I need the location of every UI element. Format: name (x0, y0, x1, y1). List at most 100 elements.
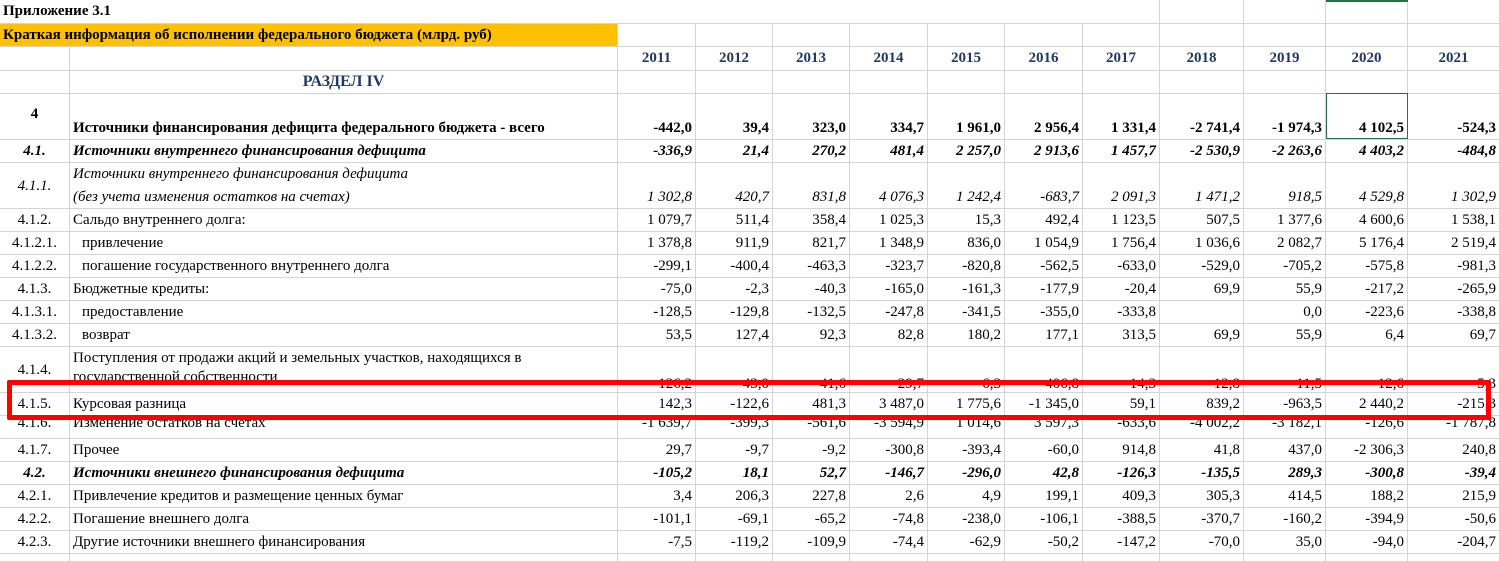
value-cell[interactable]: 3 597,3 (1005, 416, 1083, 439)
value-cell[interactable]: 4 529,8 (1326, 163, 1408, 209)
year-header[interactable]: 2020 (1326, 47, 1408, 71)
empty-cell[interactable] (850, 554, 928, 562)
value-cell[interactable]: 270,2 (773, 140, 850, 163)
value-cell[interactable]: -683,7 (1005, 163, 1083, 209)
year-header[interactable]: 2016 (1005, 47, 1083, 71)
empty-cell[interactable] (1408, 71, 1500, 94)
empty-cell[interactable] (696, 71, 773, 94)
value-cell[interactable]: -963,5 (1244, 393, 1326, 416)
empty-cell[interactable] (1083, 24, 1160, 47)
year-header[interactable]: 2019 (1244, 47, 1326, 71)
row-label[interactable]: Поступления от продажи акций и земельных… (70, 347, 618, 393)
value-cell[interactable]: 2 440,2 (1326, 393, 1408, 416)
value-cell[interactable]: -3 594,9 (850, 416, 928, 439)
value-cell[interactable]: -69,1 (696, 508, 773, 531)
empty-cell[interactable] (1160, 554, 1244, 562)
value-cell[interactable]: 21,4 (696, 140, 773, 163)
value-cell[interactable]: 289,3 (1244, 462, 1326, 485)
value-cell[interactable]: -463,3 (773, 255, 850, 278)
value-cell[interactable]: 42,8 (1005, 462, 1083, 485)
value-cell[interactable]: 126,2 (618, 347, 696, 393)
value-cell[interactable]: 29,7 (618, 439, 696, 462)
value-cell[interactable]: -105,2 (618, 462, 696, 485)
value-cell[interactable]: -74,4 (850, 531, 928, 554)
value-cell[interactable]: -561,6 (773, 416, 850, 439)
value-cell[interactable]: 82,8 (850, 324, 928, 347)
empty-cell[interactable] (696, 554, 773, 562)
row-code[interactable]: 4.1.3. (0, 278, 70, 301)
value-cell[interactable]: 4,9 (928, 485, 1005, 508)
value-cell[interactable]: -1 345,0 (1005, 393, 1083, 416)
value-cell[interactable]: 1 036,6 (1160, 232, 1244, 255)
value-cell[interactable]: 227,8 (773, 485, 850, 508)
value-cell[interactable]: -3 182,1 (1244, 416, 1326, 439)
empty-cell[interactable] (1005, 554, 1083, 562)
value-cell[interactable]: 53,5 (618, 324, 696, 347)
row-code[interactable]: 4.1.7. (0, 439, 70, 462)
row-code[interactable]: 4.1.2.1. (0, 232, 70, 255)
value-cell[interactable]: 1 775,6 (928, 393, 1005, 416)
value-cell[interactable]: 918,5 (1244, 163, 1326, 209)
value-cell[interactable]: 4 076,3 (850, 163, 928, 209)
value-cell[interactable]: 5 176,4 (1326, 232, 1408, 255)
value-cell[interactable]: 409,3 (1083, 485, 1160, 508)
value-cell[interactable]: 142,3 (618, 393, 696, 416)
value-cell[interactable]: -562,5 (1005, 255, 1083, 278)
empty-cell[interactable] (1083, 0, 1160, 24)
empty-cell[interactable] (1160, 0, 1244, 24)
value-cell[interactable]: -393,4 (928, 439, 1005, 462)
value-cell[interactable]: 69,9 (1160, 278, 1244, 301)
value-cell[interactable]: -146,7 (850, 462, 928, 485)
value-cell[interactable]: -296,0 (928, 462, 1005, 485)
value-cell[interactable]: -338,8 (1408, 301, 1500, 324)
value-cell[interactable]: -165,0 (850, 278, 928, 301)
row-label[interactable]: привлечение (70, 232, 618, 255)
value-cell[interactable]: 215,9 (1408, 485, 1500, 508)
year-header[interactable]: 2012 (696, 47, 773, 71)
value-cell[interactable]: 1 471,2 (1160, 163, 1244, 209)
empty-cell[interactable] (70, 554, 618, 562)
row-code[interactable]: 4.1.6. (0, 416, 70, 439)
value-cell[interactable]: 334,7 (850, 94, 928, 140)
value-cell[interactable]: 4 403,2 (1326, 140, 1408, 163)
value-cell[interactable]: 69,7 (1408, 324, 1500, 347)
value-cell[interactable]: -336,9 (618, 140, 696, 163)
value-cell[interactable]: 831,8 (773, 163, 850, 209)
value-cell[interactable]: -300,8 (1326, 462, 1408, 485)
row-code[interactable]: 4.1.5. (0, 393, 70, 416)
empty-cell[interactable] (1408, 24, 1500, 47)
value-cell[interactable]: 15,3 (928, 209, 1005, 232)
empty-cell[interactable] (928, 71, 1005, 94)
value-cell[interactable]: 206,3 (696, 485, 773, 508)
value-cell[interactable]: -20,4 (1083, 278, 1160, 301)
empty-cell[interactable] (1326, 71, 1408, 94)
row-code[interactable]: 4.2. (0, 462, 70, 485)
value-cell[interactable]: 1 378,8 (618, 232, 696, 255)
value-cell[interactable]: -9,2 (773, 439, 850, 462)
value-cell[interactable]: 41,8 (1160, 439, 1244, 462)
empty-cell[interactable] (1244, 24, 1326, 47)
value-cell[interactable]: 199,1 (1005, 485, 1083, 508)
empty-cell[interactable] (1083, 554, 1160, 562)
section-title[interactable]: РАЗДЕЛ IV (70, 71, 618, 94)
value-cell[interactable]: 492,4 (1005, 209, 1083, 232)
value-cell[interactable]: -442,0 (618, 94, 696, 140)
year-header[interactable]: 2014 (850, 47, 928, 71)
value-cell[interactable]: -50,2 (1005, 531, 1083, 554)
value-cell[interactable]: 1 331,4 (1083, 94, 1160, 140)
value-cell[interactable]: -524,3 (1408, 94, 1500, 140)
value-cell[interactable]: 914,8 (1083, 439, 1160, 462)
value-cell[interactable]: 18,1 (696, 462, 773, 485)
value-cell[interactable]: 1 242,4 (928, 163, 1005, 209)
value-cell[interactable]: 481,4 (850, 140, 928, 163)
value-cell[interactable]: -70,0 (1160, 531, 1244, 554)
value-cell[interactable]: 0,0 (1244, 301, 1326, 324)
value-cell[interactable]: 12,6 (1326, 347, 1408, 393)
empty-cell[interactable] (696, 24, 773, 47)
empty-cell[interactable] (773, 554, 850, 562)
value-cell[interactable]: -65,2 (773, 508, 850, 531)
value-cell[interactable]: 1 538,1 (1408, 209, 1500, 232)
value-cell[interactable]: -7,5 (618, 531, 696, 554)
value-cell[interactable]: 1 961,0 (928, 94, 1005, 140)
value-cell[interactable]: 59,1 (1083, 393, 1160, 416)
